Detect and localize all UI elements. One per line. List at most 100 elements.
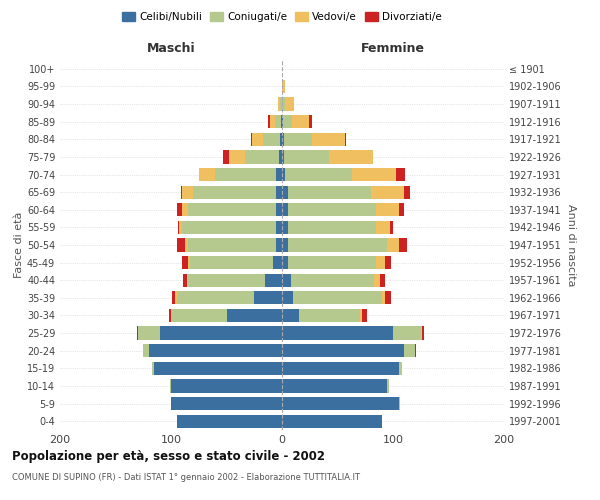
Bar (277, 203, 282, 216)
Bar (176, 291, 254, 304)
Bar (388, 238, 398, 252)
Bar (362, 309, 367, 322)
Bar (404, 344, 415, 358)
Bar (283, 115, 292, 128)
Y-axis label: Fasce di età: Fasce di età (14, 212, 24, 278)
Bar (282, 397, 398, 410)
Bar (143, 344, 149, 358)
Text: Maschi: Maschi (146, 42, 196, 54)
Bar (171, 309, 227, 322)
Bar (176, 414, 282, 428)
Bar (223, 150, 229, 164)
Bar (398, 397, 400, 410)
Bar (277, 186, 282, 198)
Bar (188, 238, 277, 252)
Bar (398, 362, 402, 375)
Bar (138, 326, 160, 340)
Bar (175, 291, 176, 304)
Bar (190, 256, 273, 269)
Bar (345, 132, 346, 146)
Bar (188, 274, 265, 287)
Bar (181, 186, 182, 198)
Bar (182, 221, 277, 234)
Bar (252, 132, 263, 146)
Bar (152, 362, 154, 375)
Bar (380, 274, 385, 287)
Bar (421, 326, 422, 340)
Bar (277, 168, 282, 181)
Bar (263, 132, 280, 146)
Bar (229, 150, 245, 164)
Bar (389, 221, 393, 234)
Bar (287, 186, 371, 198)
Bar (193, 186, 277, 198)
Bar (282, 132, 284, 146)
Bar (282, 362, 398, 375)
Bar (284, 132, 312, 146)
Bar (282, 380, 388, 392)
Bar (172, 291, 175, 304)
Bar (182, 203, 188, 216)
Bar (278, 98, 280, 110)
Bar (312, 132, 345, 146)
Bar (286, 98, 294, 110)
Bar (149, 344, 282, 358)
Bar (282, 168, 286, 181)
Bar (352, 168, 397, 181)
Text: COMUNE DI SUPINO (FR) - Dati ISTAT 1° gennaio 2002 - Elaborazione TUTTITALIA.IT: COMUNE DI SUPINO (FR) - Dati ISTAT 1° ge… (12, 472, 360, 482)
Bar (187, 274, 188, 287)
Bar (275, 115, 281, 128)
Bar (282, 221, 287, 234)
Bar (422, 326, 424, 340)
Bar (287, 203, 376, 216)
Bar (299, 309, 360, 322)
Y-axis label: Anni di nascita: Anni di nascita (566, 204, 575, 286)
Bar (182, 256, 188, 269)
Bar (265, 274, 282, 287)
Bar (282, 115, 283, 128)
Bar (287, 238, 388, 252)
Bar (284, 150, 329, 164)
Bar (183, 274, 187, 287)
Bar (176, 238, 185, 252)
Bar (308, 115, 312, 128)
Bar (282, 309, 299, 322)
Bar (176, 203, 182, 216)
Bar (282, 238, 287, 252)
Bar (291, 274, 374, 287)
Bar (282, 291, 293, 304)
Bar (376, 256, 385, 269)
Bar (282, 98, 286, 110)
Bar (282, 186, 287, 198)
Bar (277, 221, 282, 234)
Legend: Celibi/Nubili, Coniugati/e, Vedovi/e, Divorziati/e: Celibi/Nubili, Coniugati/e, Vedovi/e, Di… (118, 8, 446, 26)
Bar (282, 150, 284, 164)
Bar (277, 238, 282, 252)
Bar (254, 291, 282, 304)
Bar (376, 203, 398, 216)
Bar (182, 186, 193, 198)
Bar (199, 168, 215, 181)
Bar (371, 186, 404, 198)
Bar (415, 344, 416, 358)
Bar (282, 326, 393, 340)
Bar (292, 115, 308, 128)
Bar (171, 380, 282, 392)
Bar (154, 362, 282, 375)
Text: Femmine: Femmine (361, 42, 425, 54)
Bar (376, 221, 389, 234)
Bar (178, 221, 179, 234)
Bar (286, 168, 352, 181)
Bar (293, 291, 382, 304)
Bar (329, 150, 373, 164)
Text: Popolazione per età, sesso e stato civile - 2002: Popolazione per età, sesso e stato civil… (12, 450, 325, 463)
Bar (280, 98, 282, 110)
Bar (382, 291, 385, 304)
Bar (170, 380, 171, 392)
Bar (282, 414, 382, 428)
Bar (179, 221, 182, 234)
Bar (169, 309, 171, 322)
Bar (188, 256, 190, 269)
Bar (374, 274, 380, 287)
Bar (398, 203, 404, 216)
